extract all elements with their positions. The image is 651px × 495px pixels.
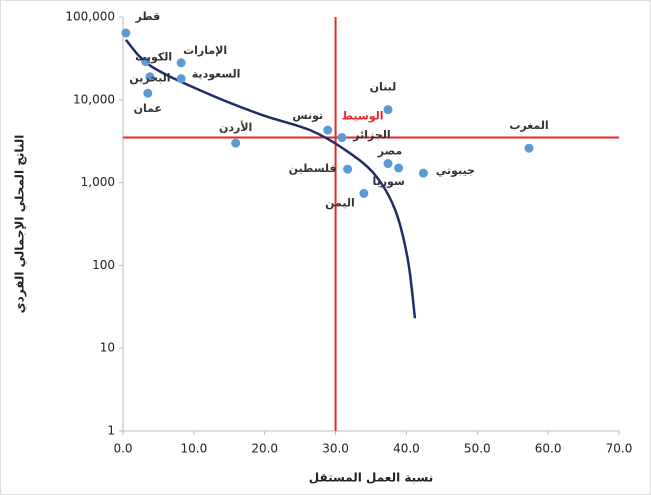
point-label: البحرين [129, 72, 170, 85]
y-tick-label: 10,000 [73, 92, 115, 106]
point-label: السعودية [192, 68, 241, 81]
x-tick-label: 30.0 [322, 442, 349, 456]
point-label: الجزائر [352, 129, 390, 142]
x-tick-label: 0.0 [113, 442, 132, 456]
point-label: تونس [292, 109, 323, 122]
x-tick-label: 50.0 [464, 442, 491, 456]
y-tick-label: 100,000 [65, 10, 115, 24]
point [323, 125, 333, 135]
point-label: الأردن [219, 120, 252, 134]
point [524, 143, 534, 153]
x-tick-label: 60.0 [535, 442, 562, 456]
point [337, 133, 347, 143]
point [343, 164, 353, 174]
y-tick-label: 10 [100, 341, 115, 355]
point-label: عمان [134, 102, 162, 115]
x-axis-title: نسبة العمل المستقل [309, 471, 434, 485]
point [383, 159, 393, 169]
y-tick-label: 1 [107, 424, 115, 438]
x-tick-label: 40.0 [393, 442, 420, 456]
point-label: سوريا [372, 175, 404, 188]
point [394, 163, 404, 173]
y-tick-label: 1,000 [81, 175, 115, 189]
point-label: مصر [377, 145, 403, 158]
point [383, 105, 393, 115]
point-label: جيبوتي [436, 164, 475, 177]
point-label: المغرب [509, 119, 548, 132]
y-axis-title: الناتج المحلي الإجمالي الفردي [13, 135, 27, 314]
point [176, 58, 186, 68]
point-label: فلسطين [289, 162, 337, 175]
point-label: اليمن [325, 196, 355, 209]
point-label: لبنان [370, 81, 397, 94]
point [176, 74, 186, 84]
y-tick-label: 100 [92, 258, 115, 272]
median-label: الوسيط [342, 110, 384, 123]
point [231, 138, 241, 148]
point-label: الكويت [135, 51, 172, 64]
point [121, 28, 131, 38]
point [418, 168, 428, 178]
x-tick-label: 20.0 [251, 442, 278, 456]
point-label: قطر [134, 10, 160, 23]
point [359, 188, 369, 198]
point [145, 72, 155, 82]
point [141, 57, 151, 67]
point [143, 88, 153, 98]
trend-line [124, 38, 417, 319]
point-label: الإمارات [183, 44, 227, 57]
x-tick-label: 70.0 [606, 442, 633, 456]
x-tick-label: 10.0 [180, 442, 207, 456]
